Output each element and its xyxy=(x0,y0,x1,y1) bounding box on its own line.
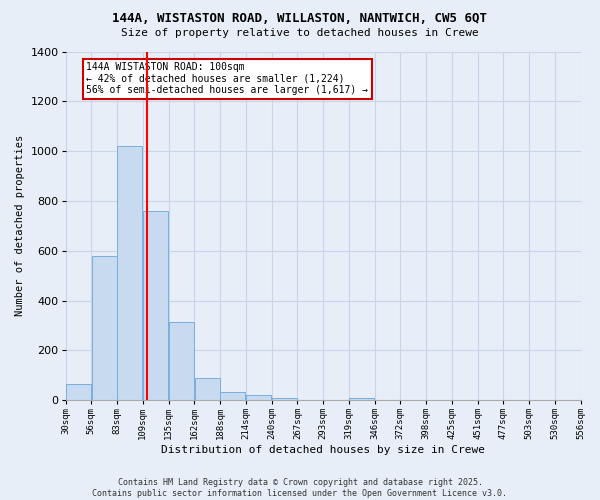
Text: 144A WISTASTON ROAD: 100sqm
← 42% of detached houses are smaller (1,224)
56% of : 144A WISTASTON ROAD: 100sqm ← 42% of det… xyxy=(86,62,368,95)
Bar xyxy=(246,396,271,400)
Bar xyxy=(66,384,91,400)
Bar xyxy=(195,378,220,400)
Text: Size of property relative to detached houses in Crewe: Size of property relative to detached ho… xyxy=(121,28,479,38)
Bar xyxy=(169,322,194,400)
Bar xyxy=(118,146,142,400)
Y-axis label: Number of detached properties: Number of detached properties xyxy=(15,135,25,316)
Bar xyxy=(143,211,168,400)
Text: 144A, WISTASTON ROAD, WILLASTON, NANTWICH, CW5 6QT: 144A, WISTASTON ROAD, WILLASTON, NANTWIC… xyxy=(113,12,487,26)
Text: Contains HM Land Registry data © Crown copyright and database right 2025.
Contai: Contains HM Land Registry data © Crown c… xyxy=(92,478,508,498)
Bar xyxy=(92,256,117,400)
Bar xyxy=(349,398,374,400)
Bar xyxy=(220,392,245,400)
X-axis label: Distribution of detached houses by size in Crewe: Distribution of detached houses by size … xyxy=(161,445,485,455)
Bar xyxy=(272,398,297,400)
